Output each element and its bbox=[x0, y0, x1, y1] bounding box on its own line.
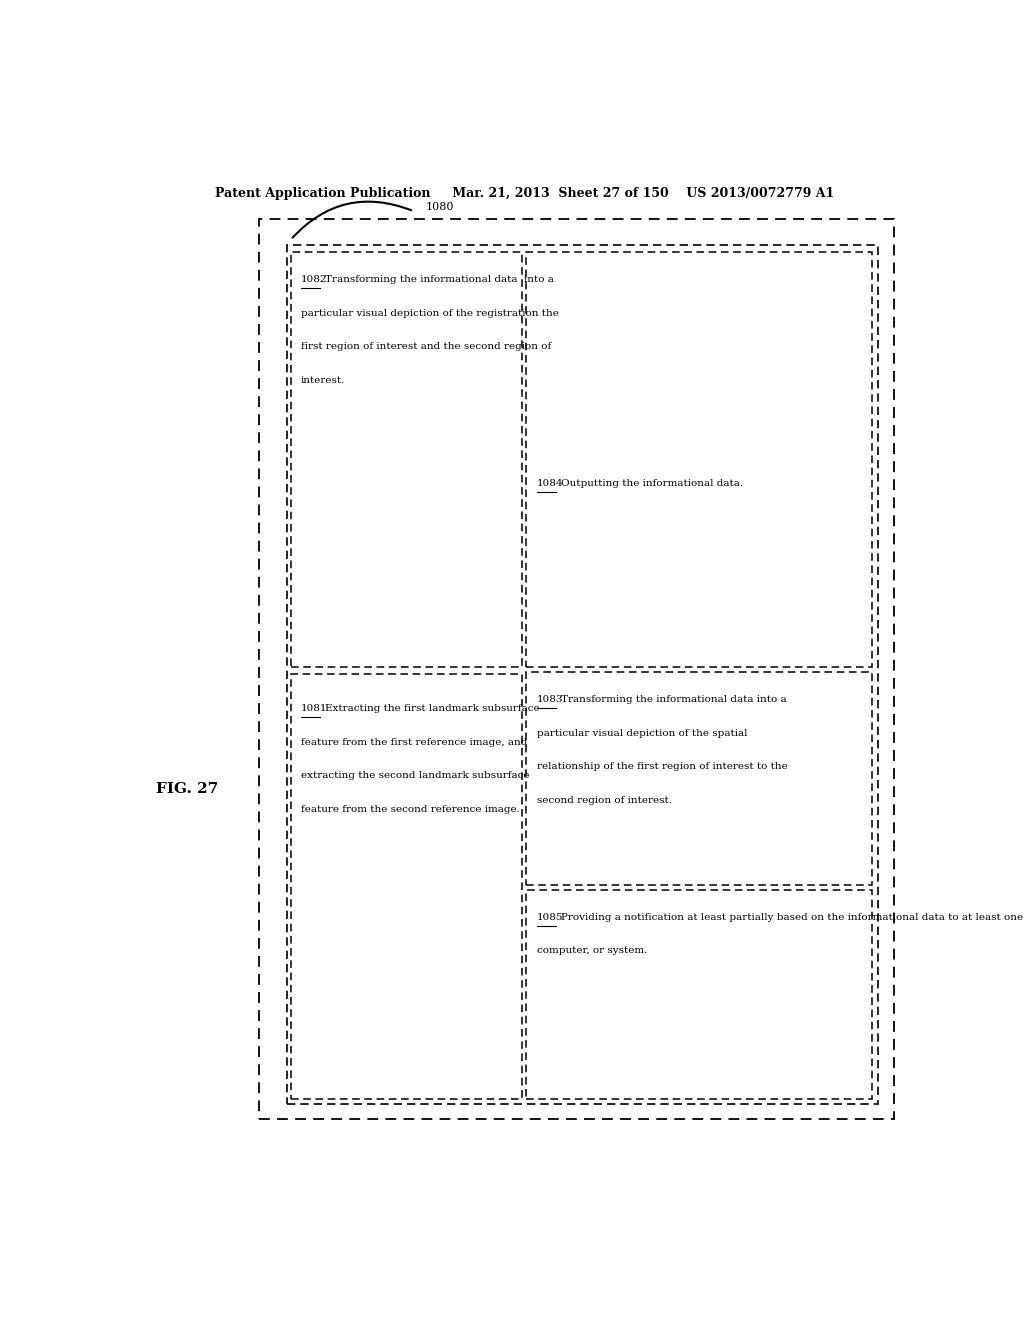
Bar bbox=[526, 252, 871, 667]
Bar bbox=[526, 672, 871, 886]
Bar bbox=[526, 890, 871, 1098]
Text: 1083: 1083 bbox=[537, 696, 563, 704]
Text: 1081: 1081 bbox=[301, 704, 328, 713]
Text: Transforming the informational data into a: Transforming the informational data into… bbox=[560, 696, 786, 704]
Text: particular visual depiction of the spatial: particular visual depiction of the spati… bbox=[537, 729, 748, 738]
Bar bbox=[291, 252, 522, 667]
Text: feature from the first reference image, and: feature from the first reference image, … bbox=[301, 738, 527, 747]
Text: extracting the second landmark subsurface: extracting the second landmark subsurfac… bbox=[301, 771, 529, 780]
Bar bbox=[291, 673, 522, 1098]
Text: second region of interest.: second region of interest. bbox=[537, 796, 672, 805]
Text: Transforming the informational data  into a: Transforming the informational data into… bbox=[325, 276, 554, 284]
Text: relationship of the first region of interest to the: relationship of the first region of inte… bbox=[537, 762, 787, 771]
Text: 1084: 1084 bbox=[537, 479, 563, 487]
Text: feature from the second reference image.: feature from the second reference image. bbox=[301, 805, 520, 814]
Text: FIG. 27: FIG. 27 bbox=[157, 781, 219, 796]
Text: first region of interest and the second region of: first region of interest and the second … bbox=[301, 342, 551, 351]
Text: Extracting the first landmark subsurface: Extracting the first landmark subsurface bbox=[325, 704, 540, 713]
Text: interest.: interest. bbox=[301, 376, 345, 385]
Text: Patent Application Publication     Mar. 21, 2013  Sheet 27 of 150    US 2013/007: Patent Application Publication Mar. 21, … bbox=[215, 187, 835, 201]
Text: 1085: 1085 bbox=[537, 912, 563, 921]
Text: Providing a notification at least partially based on the informational data to a: Providing a notification at least partia… bbox=[560, 912, 1024, 921]
Text: computer, or system.: computer, or system. bbox=[537, 946, 647, 956]
Bar bbox=[259, 219, 894, 1119]
Text: 1082: 1082 bbox=[301, 276, 328, 284]
Text: particular visual depiction of the registration the: particular visual depiction of the regis… bbox=[301, 309, 559, 318]
Text: Outputting the informational data.: Outputting the informational data. bbox=[560, 479, 742, 487]
Bar bbox=[287, 244, 878, 1104]
Text: 1080: 1080 bbox=[426, 202, 454, 213]
